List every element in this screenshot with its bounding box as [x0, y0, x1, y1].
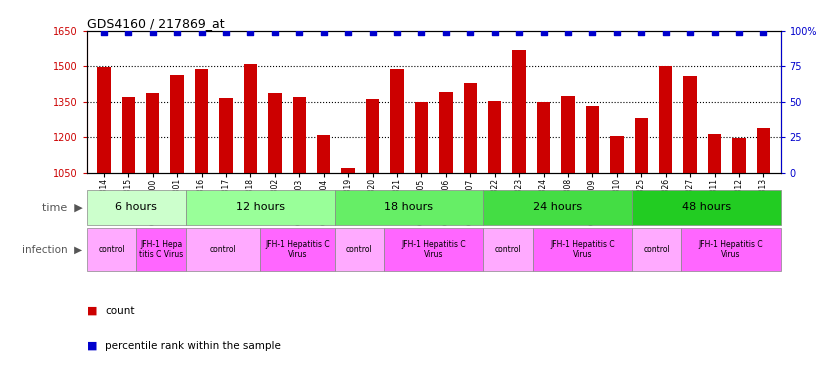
Bar [488, 101, 501, 384]
Text: 48 hours: 48 hours [681, 202, 731, 212]
Point [97, 29, 111, 35]
Bar [683, 76, 697, 384]
Bar [87, 190, 186, 225]
Bar [512, 50, 526, 384]
Bar [757, 128, 770, 384]
Point [317, 29, 330, 35]
Bar [632, 228, 681, 271]
Text: 24 hours: 24 hours [533, 202, 582, 212]
Bar [260, 228, 335, 271]
Point [439, 29, 453, 35]
Bar [186, 190, 335, 225]
Bar [195, 69, 208, 384]
Text: JFH-1 Hepa
titis C Virus: JFH-1 Hepa titis C Virus [139, 240, 183, 259]
Point [562, 29, 575, 35]
Point [366, 29, 379, 35]
Point [391, 29, 404, 35]
Bar [268, 93, 282, 384]
Bar [708, 134, 721, 384]
Bar [366, 99, 379, 384]
Point [415, 29, 428, 35]
Bar [170, 75, 184, 384]
Text: JFH-1 Hepatitis C
Virus: JFH-1 Hepatitis C Virus [265, 240, 330, 259]
Bar [146, 93, 159, 384]
Point [341, 29, 354, 35]
Bar [463, 83, 477, 384]
Point [170, 29, 183, 35]
Point [488, 29, 501, 35]
Bar [219, 98, 233, 384]
Bar [341, 168, 355, 384]
Point [684, 29, 697, 35]
Text: time  ▶: time ▶ [42, 202, 83, 212]
Text: control: control [210, 245, 236, 254]
Text: JFH-1 Hepatitis C
Virus: JFH-1 Hepatitis C Virus [550, 240, 615, 259]
Point [757, 29, 770, 35]
Text: JFH-1 Hepatitis C
Virus: JFH-1 Hepatitis C Virus [401, 240, 466, 259]
Text: count: count [105, 306, 135, 316]
Point [634, 29, 648, 35]
Point [268, 29, 282, 35]
Point [708, 29, 721, 35]
Point [586, 29, 599, 35]
Point [537, 29, 550, 35]
Bar [533, 228, 632, 271]
Bar [121, 98, 135, 384]
Bar [659, 66, 672, 384]
Text: percentile rank within the sample: percentile rank within the sample [105, 341, 281, 351]
Text: 6 hours: 6 hours [116, 202, 157, 212]
Text: control: control [346, 245, 373, 254]
Bar [634, 118, 648, 384]
Point [659, 29, 672, 35]
Bar [186, 228, 260, 271]
Text: ■: ■ [87, 306, 97, 316]
Text: ■: ■ [87, 341, 97, 351]
Text: control: control [643, 245, 670, 254]
Bar [681, 228, 781, 271]
Bar [384, 228, 483, 271]
Point [244, 29, 257, 35]
Bar [292, 97, 306, 384]
Bar [562, 96, 575, 384]
Text: GDS4160 / 217869_at: GDS4160 / 217869_at [87, 17, 225, 30]
Point [610, 29, 624, 35]
Point [513, 29, 526, 35]
Text: 18 hours: 18 hours [384, 202, 434, 212]
Point [292, 29, 306, 35]
Point [220, 29, 233, 35]
Point [733, 29, 746, 35]
Bar [317, 135, 330, 384]
Text: control: control [98, 245, 125, 254]
Bar [335, 190, 483, 225]
Bar [537, 102, 550, 384]
Text: JFH-1 Hepatitis C
Virus: JFH-1 Hepatitis C Virus [699, 240, 763, 259]
Bar [390, 69, 404, 384]
Point [121, 29, 135, 35]
Bar [483, 228, 533, 271]
Bar [733, 139, 746, 384]
Bar [483, 190, 632, 225]
Bar [244, 64, 257, 384]
Point [463, 29, 477, 35]
Bar [97, 67, 111, 384]
Bar [632, 190, 781, 225]
Point [195, 29, 208, 35]
Text: 12 hours: 12 hours [235, 202, 285, 212]
Bar [136, 228, 186, 271]
Bar [335, 228, 384, 271]
Point [146, 29, 159, 35]
Bar [439, 92, 453, 384]
Text: control: control [495, 245, 521, 254]
Bar [87, 228, 136, 271]
Bar [610, 136, 624, 384]
Text: infection  ▶: infection ▶ [22, 245, 83, 255]
Bar [586, 106, 599, 384]
Bar [415, 102, 428, 384]
